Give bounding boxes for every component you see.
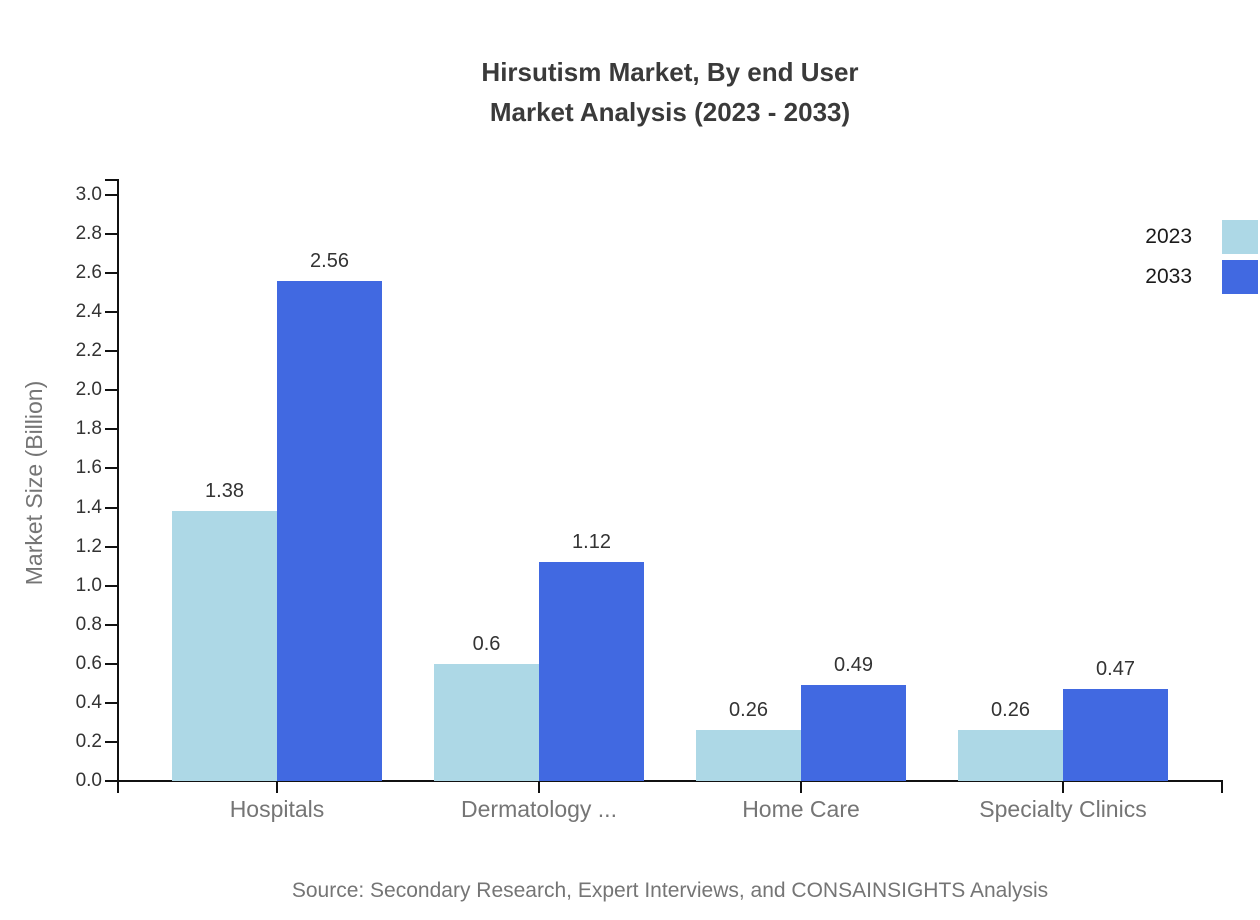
- y-tick: [105, 741, 118, 743]
- y-tick-label: 0.2: [75, 731, 102, 752]
- legend-swatch-2033: [1222, 260, 1258, 294]
- y-tick-label: 2.0: [75, 379, 102, 400]
- y-tick: [105, 702, 118, 704]
- chart-title-line2: Market Analysis (2023 - 2033): [489, 97, 851, 127]
- y-tick-label: 2.6: [75, 262, 102, 283]
- y-tick-label: 3.0: [75, 184, 102, 205]
- y-tick: [105, 389, 118, 391]
- y-tick: [105, 780, 118, 782]
- y-tick: [105, 350, 118, 352]
- y-tick-label: 2.4: [75, 301, 102, 322]
- y-tick-label: 0.0: [75, 770, 102, 791]
- y-tick-label: 1.6: [75, 457, 102, 478]
- x-tick: [276, 781, 278, 793]
- legend-label-2023: 2023: [1145, 225, 1192, 248]
- y-tick-label: 1.0: [75, 575, 102, 596]
- bar-value-label: 0.47: [1096, 658, 1135, 680]
- legend: 2023 2033: [1145, 220, 1260, 294]
- bar-value-label: 0.6: [472, 633, 501, 655]
- y-tick: [105, 507, 118, 509]
- y-tick: [105, 663, 118, 665]
- bar: [539, 562, 644, 781]
- legend-item-2033: 2033: [1145, 260, 1260, 294]
- y-axis-endcap-tick: [105, 179, 118, 181]
- y-tick: [105, 585, 118, 587]
- y-tick: [105, 233, 118, 235]
- bar: [958, 730, 1063, 781]
- x-tick: [538, 781, 540, 793]
- bar-value-label: 0.26: [729, 699, 768, 721]
- y-tick-label: 1.4: [75, 497, 102, 518]
- y-tick: [105, 467, 118, 469]
- y-tick: [105, 311, 118, 313]
- y-tick-label: 1.8: [75, 418, 102, 439]
- bar-value-label: 0.26: [991, 699, 1030, 721]
- y-tick-label: 2.2: [75, 340, 102, 361]
- chart-title: Hirsutism Market, By end User Market Ana…: [80, 52, 1260, 132]
- chart-title-line1: Hirsutism Market, By end User: [481, 57, 859, 87]
- x-axis-line: [117, 780, 1223, 782]
- bar: [801, 685, 906, 781]
- bar: [434, 664, 539, 781]
- bar: [277, 281, 382, 781]
- x-axis-endcap-tick: [1221, 781, 1223, 793]
- y-tick: [105, 194, 118, 196]
- y-tick: [105, 428, 118, 430]
- bar-value-label: 1.38: [205, 480, 244, 502]
- x-category-label: Hospitals: [229, 796, 325, 822]
- x-category-label: Dermatology ...: [461, 796, 617, 822]
- y-tick-label: 2.8: [75, 223, 102, 244]
- legend-label-2033: 2033: [1145, 265, 1192, 288]
- x-category-label: Home Care: [742, 796, 860, 822]
- y-tick: [105, 546, 118, 548]
- x-tick: [1062, 781, 1064, 793]
- x-tick: [800, 781, 802, 793]
- bar-value-label: 1.12: [572, 531, 611, 553]
- bar-value-label: 0.49: [834, 654, 873, 676]
- y-tick-label: 0.6: [75, 653, 102, 674]
- source-note: Source: Secondary Research, Expert Inter…: [291, 879, 1049, 902]
- x-category-label: Specialty Clinics: [979, 796, 1147, 822]
- y-axis-line: [117, 179, 119, 793]
- bar: [696, 730, 801, 781]
- legend-swatch-2023: [1222, 220, 1258, 254]
- bar-value-label: 2.56: [310, 250, 349, 272]
- y-tick-label: 0.8: [75, 614, 102, 635]
- y-tick-label: 1.2: [75, 536, 102, 557]
- legend-item-2023: 2023: [1145, 220, 1260, 254]
- y-tick-label: 0.4: [75, 692, 102, 713]
- y-tick: [105, 272, 118, 274]
- y-tick: [105, 624, 118, 626]
- bar: [1063, 689, 1168, 781]
- bar: [172, 511, 277, 781]
